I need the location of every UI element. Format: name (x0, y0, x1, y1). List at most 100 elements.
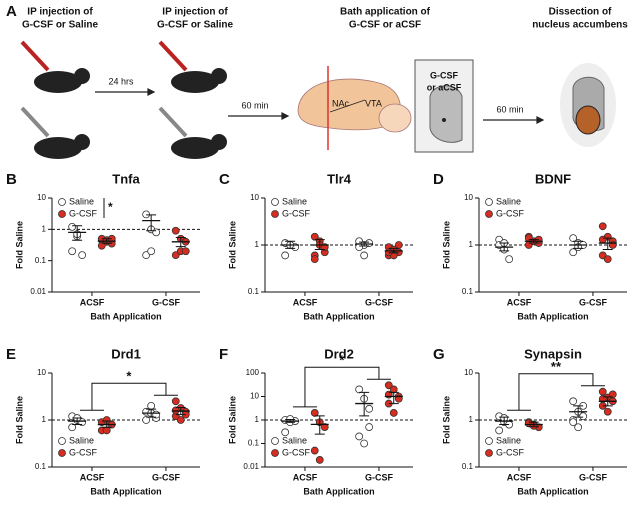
legend-label: Saline (496, 435, 521, 445)
data-point (78, 251, 87, 260)
data-point (598, 222, 607, 231)
error-bar (101, 238, 112, 244)
legend-label: G-CSF (496, 208, 525, 218)
data-point (598, 387, 607, 396)
arrow-label: 24 hrs (108, 76, 134, 86)
x-axis-label: Bath Application (303, 311, 374, 321)
y-tick-label: 1 (469, 240, 474, 249)
legend-marker (271, 449, 279, 457)
error-bar (573, 240, 584, 249)
error-bar (146, 214, 157, 232)
x-tick-label: ACSF (80, 472, 105, 482)
significance-label: ** (551, 359, 562, 374)
x-axis-label: Bath Application (90, 311, 161, 321)
data-point (524, 234, 533, 243)
error-bar (175, 236, 186, 248)
x-axis-label: Bath Application (517, 486, 588, 496)
step-text: nucleus accumbens (532, 20, 628, 31)
x-tick-label: ACSF (80, 297, 105, 307)
data-point (310, 409, 319, 417)
significance-label: * (339, 353, 345, 368)
y-tick-label: 1 (255, 240, 260, 249)
chart-title: Drd1 (111, 346, 141, 361)
y-tick-label: 1 (469, 415, 474, 424)
x-tick-label: G-CSF (579, 472, 608, 482)
data-point (365, 404, 374, 413)
error-bar (499, 416, 510, 426)
error-bar (528, 239, 539, 244)
data-point (97, 241, 106, 250)
y-axis-label: Fold Saline (441, 396, 451, 444)
legend-label: G-CSF (282, 447, 311, 457)
chart-title: Synapsin (524, 346, 582, 361)
y-tick-label: 10 (464, 193, 473, 202)
data-point (355, 243, 364, 252)
error-bar (388, 391, 399, 405)
error-bar (72, 417, 83, 426)
chart-title: Drd2 (324, 346, 354, 361)
arrows (95, 88, 545, 124)
x-tick-label: G-CSF (152, 472, 181, 482)
chart-panel: G Synapsin Fold Saline Bath Application 0.1 1… (433, 346, 627, 496)
data-point (389, 409, 398, 417)
data-point (574, 423, 583, 432)
step-text: G-CSF or Saline (157, 20, 234, 31)
error-bar (499, 242, 510, 252)
data-point (171, 226, 180, 235)
data-point (579, 412, 588, 421)
legend-label: G-CSF (69, 447, 98, 457)
error-bar (285, 240, 296, 249)
data-point (142, 251, 151, 260)
significance-label: * (126, 369, 132, 384)
arrow-label: 60 min (496, 104, 523, 114)
x-tick-label: ACSF (507, 297, 532, 307)
data-point (608, 390, 617, 399)
error-bar (359, 391, 370, 417)
data-point (102, 426, 111, 435)
inset-label: G-CSF (430, 70, 459, 80)
data-point (495, 426, 504, 435)
y-tick-label: 0.1 (462, 462, 474, 471)
error-bar (359, 241, 370, 247)
legend-marker (58, 198, 66, 206)
error-bar (602, 237, 613, 251)
y-tick-label: 10 (250, 193, 259, 202)
data-point (365, 239, 374, 247)
error-bar (314, 239, 325, 251)
x-axis-label: Bath Application (303, 486, 374, 496)
data-point (603, 407, 612, 416)
step-text: G-CSF or Saline (22, 20, 99, 31)
legend-marker (485, 437, 493, 445)
panel-label: E (6, 346, 16, 363)
error-bar (573, 405, 584, 418)
step-text: Dissection of (549, 7, 612, 18)
y-tick-label: 0.01 (243, 462, 259, 471)
step-text: G-CSF or aCSF (349, 20, 421, 31)
significance-bracket (79, 382, 178, 411)
y-axis-label: Fold Saline (14, 396, 24, 444)
error-bar (388, 247, 399, 254)
data-point (142, 416, 151, 424)
legend-label: G-CSF (282, 208, 311, 218)
data-point (360, 251, 369, 260)
panel-label: F (219, 346, 228, 363)
panel-label: A (6, 3, 17, 20)
legend-marker (485, 198, 493, 206)
error-bar (314, 415, 325, 435)
data-point (365, 423, 374, 431)
data-point (68, 247, 77, 256)
data-point (569, 397, 578, 406)
arrow-label: 60 min (241, 100, 268, 110)
brain-label: VTA (365, 98, 382, 108)
y-tick-label: 10 (37, 193, 46, 202)
data-point (147, 247, 156, 256)
legend-marker (485, 449, 493, 457)
x-tick-label: G-CSF (365, 297, 394, 307)
chart-panel: F Drd2 Fold Saline Bath Application 0.01 0.1 1… (219, 346, 413, 496)
y-tick-label: 1 (42, 224, 47, 233)
significance-label: * (108, 200, 113, 214)
data-point (569, 418, 578, 427)
data-point (68, 222, 77, 231)
data-point (598, 235, 607, 244)
